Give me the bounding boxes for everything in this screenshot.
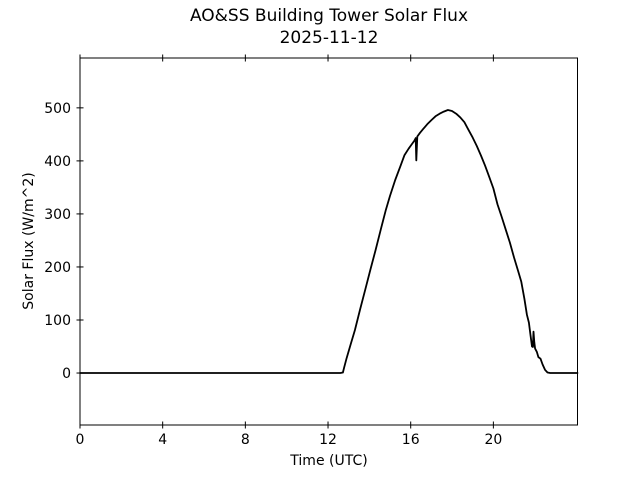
y-tick-label: 0 (62, 366, 71, 382)
x-tick-label: 20 (484, 432, 502, 448)
y-tick-label: 400 (44, 154, 71, 170)
y-axis-label: Solar Flux (W/m^2) (21, 172, 37, 310)
x-axis-label: Time (UTC) (290, 453, 368, 469)
x-tick-label: 4 (158, 432, 167, 448)
y-tick-label: 300 (44, 207, 71, 223)
y-tick-label: 100 (44, 313, 71, 329)
chart-title-line1: AO&SS Building Tower Solar Flux (189, 6, 469, 26)
x-tick-label: 0 (76, 432, 85, 448)
x-tick-label: 12 (319, 432, 337, 448)
axes-frame (79, 57, 578, 426)
chart-title-line2: 2025-11-12 (279, 28, 379, 48)
y-tick-label: 500 (44, 101, 71, 117)
solar-flux-line (79, 109, 579, 374)
x-tick-label: 16 (402, 432, 420, 448)
chart-title: AO&SS Building Tower Solar Flux 2025-11-… (80, 5, 578, 49)
y-tick-label: 200 (44, 260, 71, 276)
x-tick-label: 8 (241, 432, 250, 448)
